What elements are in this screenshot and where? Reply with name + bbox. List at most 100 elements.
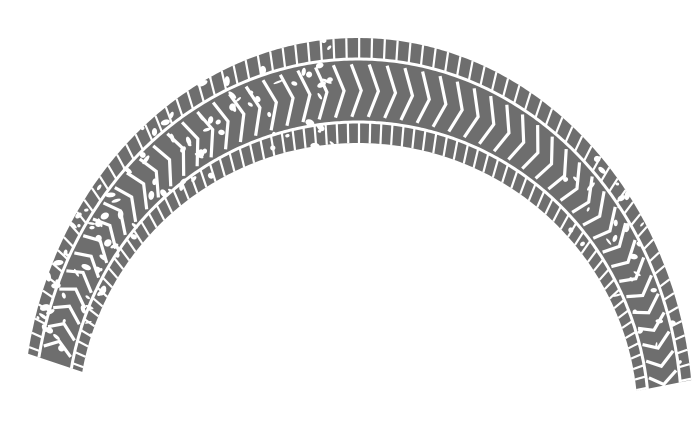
wear-speck bbox=[84, 208, 89, 212]
tread-cut bbox=[319, 40, 323, 62]
wear-speck bbox=[185, 136, 192, 146]
tread-cut bbox=[666, 306, 679, 315]
wear-speck bbox=[640, 222, 645, 227]
tread-cut bbox=[554, 116, 564, 135]
tread-cut bbox=[382, 39, 386, 61]
wear-speck bbox=[63, 249, 68, 256]
wear-speck bbox=[115, 252, 120, 258]
tread-cut bbox=[98, 175, 110, 191]
tread-cut bbox=[624, 330, 637, 340]
wear-speck bbox=[593, 155, 601, 163]
tread-cut bbox=[228, 152, 236, 172]
wear-speck bbox=[310, 142, 320, 150]
tread-chevron bbox=[637, 311, 666, 333]
wear-speck bbox=[612, 293, 622, 297]
groove bbox=[37, 57, 682, 383]
wear-speck bbox=[170, 133, 175, 143]
wear-speck bbox=[598, 166, 606, 174]
tread-cut bbox=[335, 122, 339, 144]
tread-chevron bbox=[383, 65, 398, 119]
tread-chevron bbox=[152, 144, 173, 187]
tread-cut bbox=[175, 98, 184, 117]
tread-cut bbox=[678, 363, 690, 369]
tread-cut bbox=[71, 362, 84, 369]
tread-cut bbox=[552, 205, 562, 222]
tread-cut bbox=[395, 40, 399, 62]
wear-speck bbox=[615, 182, 620, 186]
tread-cut bbox=[63, 236, 75, 248]
wear-speck bbox=[207, 172, 215, 179]
tread-cut bbox=[627, 341, 640, 350]
wear-speck bbox=[89, 333, 94, 338]
wear-speck bbox=[624, 226, 630, 233]
wear-speck bbox=[321, 38, 327, 44]
tread-chevron bbox=[642, 330, 671, 350]
tread-cut bbox=[132, 229, 144, 245]
tread-cut bbox=[197, 83, 205, 103]
wear-speck bbox=[629, 253, 638, 260]
tread-chevron bbox=[619, 256, 646, 283]
wear-speck bbox=[229, 103, 236, 111]
tread-cut bbox=[144, 124, 154, 142]
tread-cut bbox=[559, 213, 570, 230]
wear-speck bbox=[215, 119, 221, 125]
wear-speck bbox=[228, 91, 237, 99]
tread-cut bbox=[57, 249, 69, 261]
wear-speck bbox=[167, 188, 172, 192]
wear-speck bbox=[117, 209, 124, 220]
tread-cut bbox=[76, 339, 89, 348]
tread-cut bbox=[232, 65, 239, 86]
wear-speck bbox=[97, 289, 107, 296]
tread-cut bbox=[598, 268, 610, 281]
wear-speck bbox=[617, 205, 621, 209]
wear-speck bbox=[291, 81, 298, 86]
wear-speck bbox=[148, 190, 155, 200]
tread-cut bbox=[281, 47, 287, 69]
wear-speck bbox=[66, 253, 70, 257]
wear-speck bbox=[110, 243, 119, 249]
wear-speck bbox=[678, 360, 682, 364]
tread-cut bbox=[294, 44, 299, 66]
wear-speck bbox=[305, 119, 315, 127]
tread-cut bbox=[209, 76, 217, 97]
tread-chevron bbox=[534, 136, 554, 180]
wear-speck bbox=[104, 239, 112, 247]
tread-cut bbox=[218, 157, 226, 177]
tread-cut bbox=[154, 115, 164, 133]
wear-speck bbox=[668, 320, 676, 327]
tread-cut bbox=[510, 170, 519, 189]
tread-cut bbox=[220, 70, 228, 91]
wear-speck bbox=[62, 319, 66, 323]
tread-chevron bbox=[278, 74, 295, 127]
tread-chevron bbox=[366, 63, 381, 118]
tread-cut bbox=[593, 258, 605, 272]
tread-cut bbox=[630, 352, 643, 360]
wear-speck bbox=[655, 319, 664, 324]
tread-cut bbox=[519, 176, 528, 195]
tread-chevron bbox=[59, 287, 87, 310]
tread-cut bbox=[523, 92, 532, 111]
tread-cut bbox=[431, 48, 437, 69]
tread-chevron bbox=[53, 304, 81, 326]
wear-speck bbox=[45, 327, 54, 334]
wear-speck bbox=[563, 177, 569, 182]
wear-speck bbox=[179, 178, 187, 186]
tread-cut bbox=[42, 289, 54, 299]
tread-cut bbox=[280, 132, 286, 153]
wear-speck bbox=[89, 225, 95, 230]
wear-speck bbox=[235, 97, 242, 102]
tread-cut bbox=[407, 42, 412, 64]
wear-speck bbox=[61, 292, 66, 299]
tread-chevron bbox=[521, 125, 540, 170]
tread-cut bbox=[613, 298, 625, 310]
wear-speck bbox=[122, 166, 132, 174]
tread-cut bbox=[51, 262, 64, 273]
wear-speck bbox=[613, 219, 618, 227]
tread-cut bbox=[87, 307, 100, 318]
wear-speck bbox=[624, 190, 631, 201]
wear-speck bbox=[301, 67, 306, 76]
tread-cut bbox=[662, 292, 675, 302]
tread-cut bbox=[658, 278, 671, 288]
tread-chevron bbox=[507, 114, 526, 161]
wear-speck bbox=[84, 321, 92, 324]
